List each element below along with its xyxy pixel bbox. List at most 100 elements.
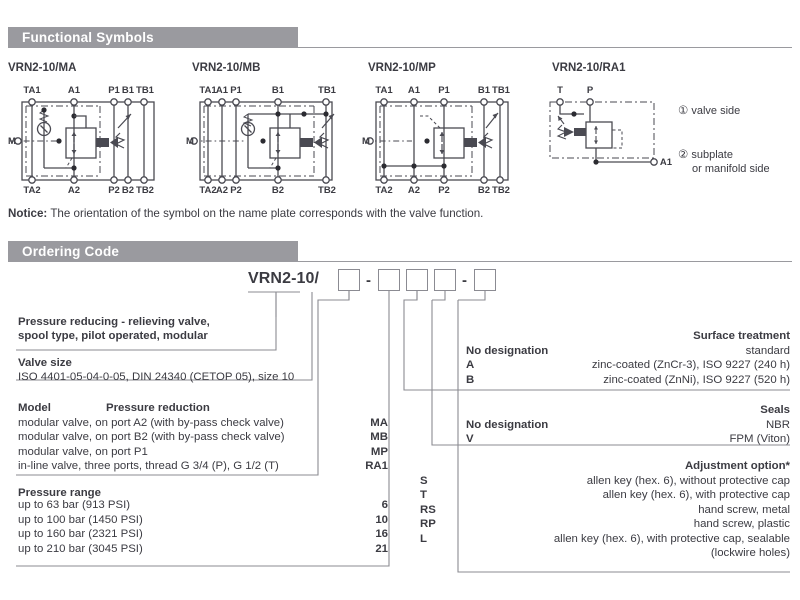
symbol-diagram-ma: TA1 A1 P1 B1 TB1 TA2 A2 P2 B2 TB2 M (8, 85, 155, 195)
legend-item-subplate: ② subplate (678, 149, 733, 162)
port-label: P2 (108, 185, 120, 195)
port-label: TB2 (318, 185, 336, 195)
valve-size-panel: Valve size ISO 4401-05-04-0-05, DIN 2434… (18, 357, 318, 383)
port-label: B2 (122, 185, 134, 195)
model-code: RA1 (365, 460, 388, 472)
description-line-2: spool type, pilot operated, modular (18, 330, 208, 342)
symbol-title-mp: VRN2-10/MP (368, 62, 436, 74)
port-label: TA1 (23, 85, 41, 96)
seals-codes: No designation V (466, 418, 548, 447)
port-label: B1 (478, 85, 491, 96)
port-label: P (587, 85, 594, 96)
surface-treatment-descriptions: Surface treatment standard zinc-coated (… (370, 329, 790, 387)
pressure-desc: up to 100 bar (1450 PSI) (18, 513, 143, 526)
model-desc: modular valve, on port A2 (with by-pass … (18, 416, 284, 429)
port-label: A1 (68, 85, 81, 96)
model-code: MB (370, 431, 388, 443)
description-panel: Pressure reducing - relieving valve, spo… (18, 316, 273, 342)
port-label-a1: A1 (660, 157, 673, 168)
section-divider-2 (8, 261, 792, 262)
legend-text-2b-wrap: or manifold side (692, 163, 770, 176)
port-label: TA1 (199, 85, 217, 96)
model-desc: modular valve, on port P1 (18, 445, 148, 458)
model-desc: in-line valve, three ports, thread G 3/4… (18, 460, 279, 472)
symbol-diagram-ra1: T P A1 (549, 85, 673, 168)
table-row: modular valve, on port P1 MP (18, 446, 388, 461)
table-row: up to 210 bar (3045 PSI) 21 (18, 543, 388, 558)
symbol-diagram-mp: TA1 A1 P1 B1 TB1 TA2 A2 P2 B2 TB2 M (362, 85, 511, 195)
port-label: T (557, 85, 563, 96)
seals-descriptions: Seals NBR FPM (Viton) (370, 403, 790, 447)
port-label: TA2 (199, 185, 216, 195)
port-label: P1 (108, 85, 120, 96)
port-label-m: M (186, 136, 194, 147)
ordering-code-box-2[interactable] (378, 269, 400, 291)
surface-treatment-codes: No designation A B (466, 344, 548, 388)
ordering-code-box-1[interactable] (338, 269, 360, 291)
table-row: modular valve, on port A2 (with by-pass … (18, 417, 388, 432)
model-header-left: Model (18, 402, 51, 414)
section-title-text: Ordering Code (22, 244, 120, 259)
adjustment-code: RP (420, 518, 436, 530)
adjustment-option-codes: S T RS RP L (420, 474, 436, 547)
notice-label: Notice: (8, 207, 48, 220)
adjustment-desc: allen key (hex. 6), without protective c… (586, 474, 790, 487)
valve-size-header: Valve size (18, 357, 72, 369)
port-label: TA1 (375, 85, 393, 96)
port-label: TB2 (492, 185, 510, 195)
adjustment-desc: allen key (hex. 6), with protective cap,… (553, 532, 790, 545)
symbol-title-ma: VRN2-10/MA (8, 62, 77, 74)
model-code: MP (370, 445, 388, 458)
legend-text-2b: or manifold side (692, 163, 770, 175)
legend-text-1: valve side (691, 105, 741, 117)
adjustment-option-header: Adjustment option* (684, 460, 790, 472)
pressure-desc: up to 160 bar (2321 PSI) (18, 528, 143, 540)
section-divider-1 (8, 47, 792, 48)
seals-header: Seals (760, 404, 790, 416)
port-label: A1 (216, 85, 229, 96)
section-header-ordering-code: Ordering Code (8, 241, 298, 262)
adjustment-desc: hand screw, plastic (693, 518, 790, 530)
ordering-code-prefix: VRN2-10/ (248, 270, 320, 287)
model-header-right: Pressure reduction (106, 402, 210, 414)
valve-size-line: ISO 4401-05-04-0-05, DIN 24340 (CETOP 05… (18, 371, 295, 383)
table-row: modular valve, on port B2 (with by-pass … (18, 431, 388, 446)
description-line-1: Pressure reducing - relieving valve, (18, 316, 210, 328)
table-row: up to 63 bar (913 PSI) 6 (18, 499, 388, 514)
port-label: A2 (216, 185, 228, 195)
port-label: B2 (272, 185, 284, 195)
adjustment-code: RS (420, 503, 436, 516)
adjustment-desc: allen key (hex. 6), with protective cap (602, 489, 790, 501)
port-label: A1 (408, 85, 421, 96)
pressure-code: 10 (375, 513, 388, 526)
model-code: MA (370, 416, 388, 429)
seals-code: V (466, 433, 474, 445)
legend-text-2: subplate (691, 149, 733, 161)
port-label-m: M (8, 136, 16, 147)
model-desc: modular valve, on port B2 (with by-pass … (18, 431, 285, 443)
adjustment-option-descriptions: Adjustment option* allen key (hex. 6), w… (360, 459, 790, 561)
adjustment-desc: (lockwire holes) (710, 547, 790, 559)
symbol-diagram-mb: TA1 A1 P1 B1 TB1 TA2 A2 P2 B2 TB2 M (186, 85, 337, 195)
adjustment-code: T (420, 489, 427, 501)
pressure-code: 21 (375, 542, 388, 555)
table-row: up to 100 bar (1450 PSI) 10 (18, 514, 388, 529)
surface-treatment-desc: zinc-coated (ZnCr-3), ISO 9227 (240 h) (591, 359, 790, 371)
port-label: B1 (122, 85, 135, 96)
port-label: P1 (438, 85, 450, 96)
port-label: A2 (408, 185, 420, 195)
ordering-code-box-5[interactable] (474, 269, 496, 291)
pressure-desc: up to 210 bar (3045 PSI) (18, 542, 143, 555)
symbol-title-ra1: VRN2-10/RA1 (552, 62, 626, 74)
port-label: P2 (230, 185, 242, 195)
ordering-code-box-3[interactable] (406, 269, 428, 291)
surface-treatment-code: B (466, 373, 475, 386)
pressure-code: 6 (381, 499, 388, 511)
port-label: B1 (272, 85, 285, 96)
port-label: P2 (438, 185, 450, 195)
ordering-code-box-4[interactable] (434, 269, 456, 291)
table-row: in-line valve, three ports, thread G 3/4… (18, 460, 388, 475)
port-label-m: M (362, 136, 370, 147)
